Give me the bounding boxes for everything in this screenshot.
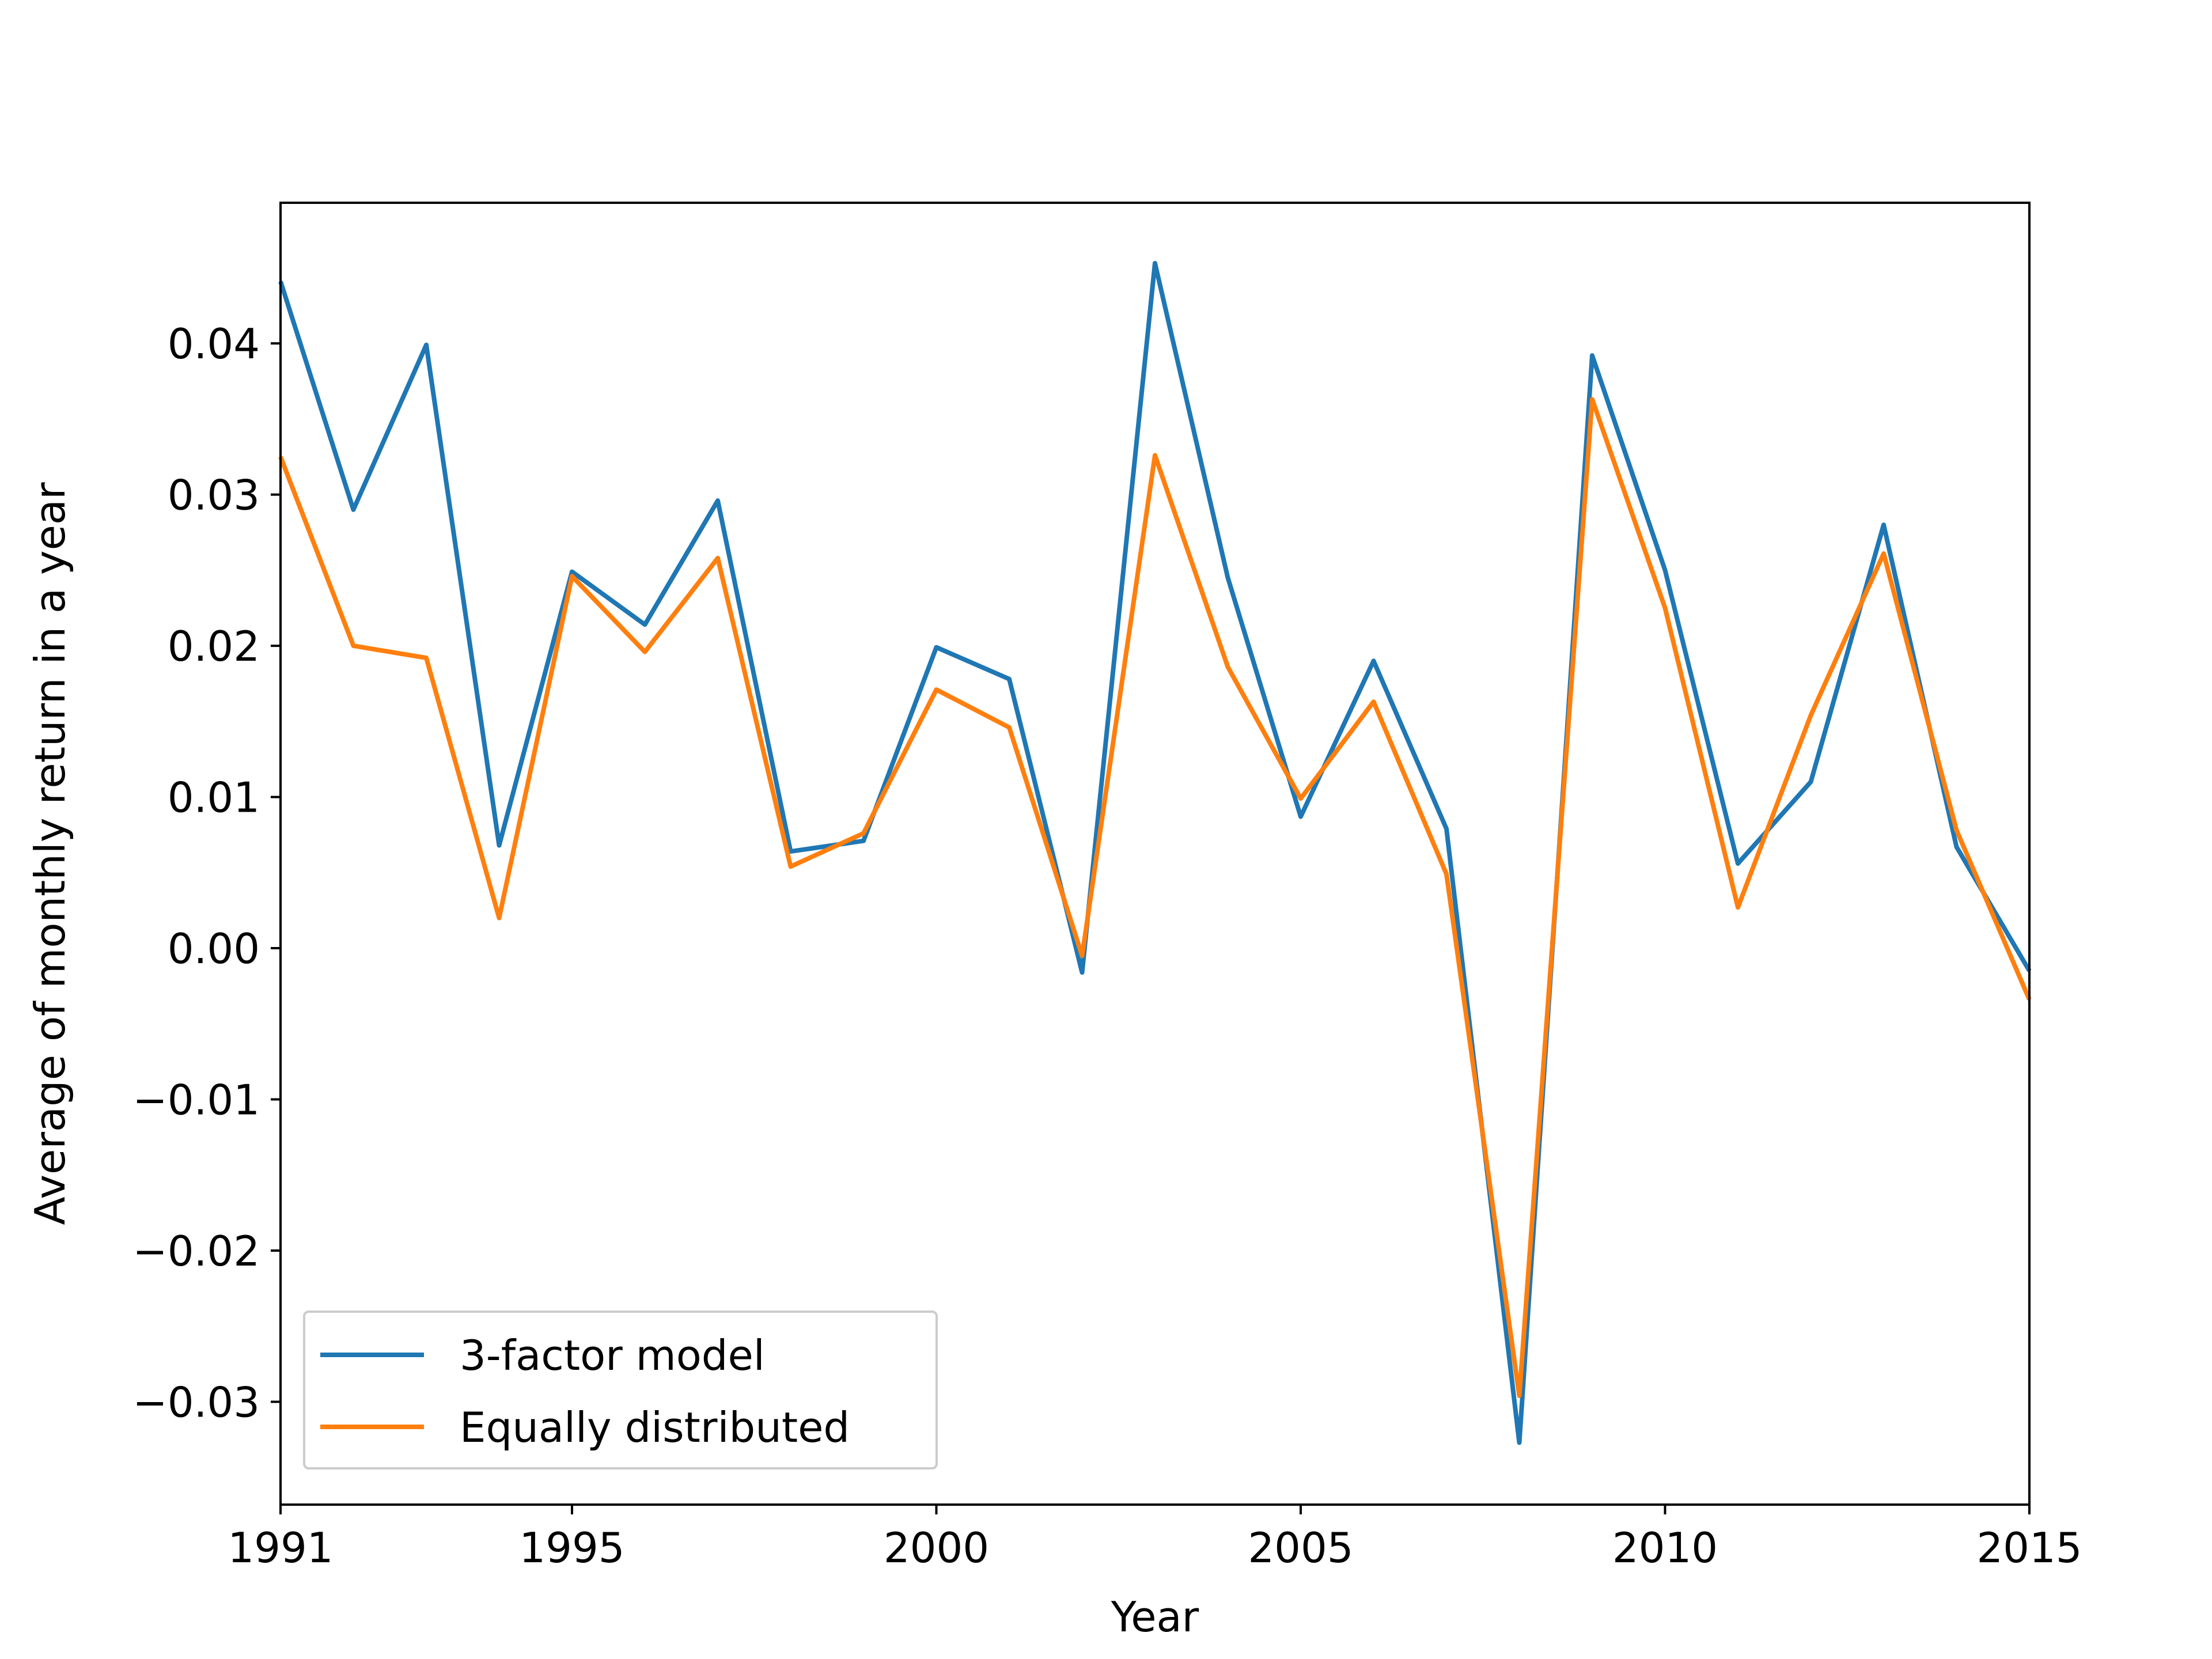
legend-label-3-factor-model: 3-factor model	[460, 1331, 765, 1380]
legend-label-equally-distributed: Equally distributed	[460, 1403, 850, 1452]
series-line-3-factor-model	[278, 261, 2032, 1445]
y-tick-label: 0.04	[168, 320, 260, 368]
x-tick-label: 2015	[1976, 1524, 2082, 1572]
y-tick-label: 0.03	[168, 471, 260, 520]
x-tick-label: 1991	[228, 1524, 333, 1572]
x-axis-label: Year	[1111, 1593, 1199, 1641]
y-tick-label: 0.00	[168, 925, 260, 973]
plot-area-frame	[279, 202, 2031, 1506]
y-tick-label: −0.03	[132, 1378, 260, 1427]
series-layer	[278, 261, 2032, 1445]
x-tick-label: 1995	[519, 1524, 624, 1572]
y-tick-label: 0.01	[168, 774, 260, 822]
y-tick-label: −0.01	[132, 1076, 260, 1124]
series-line-equally-distributed	[278, 397, 2032, 1398]
legend: 3-factor model Equally distributed	[303, 1310, 938, 1469]
x-tick-label: 2005	[1248, 1524, 1353, 1572]
y-tick-label: 0.02	[168, 622, 260, 671]
axis-ticks: 1991 1995 2000 2005 2010 2015 −0.03 −0.02 −0.01 0…	[132, 320, 2082, 1572]
x-tick-label: 2000	[884, 1524, 989, 1572]
y-tick-label: −0.02	[132, 1227, 260, 1275]
legend-box	[303, 1310, 938, 1469]
y-axis-label: Average of monthly return in a year	[26, 482, 74, 1225]
x-tick-label: 2010	[1612, 1524, 1718, 1572]
